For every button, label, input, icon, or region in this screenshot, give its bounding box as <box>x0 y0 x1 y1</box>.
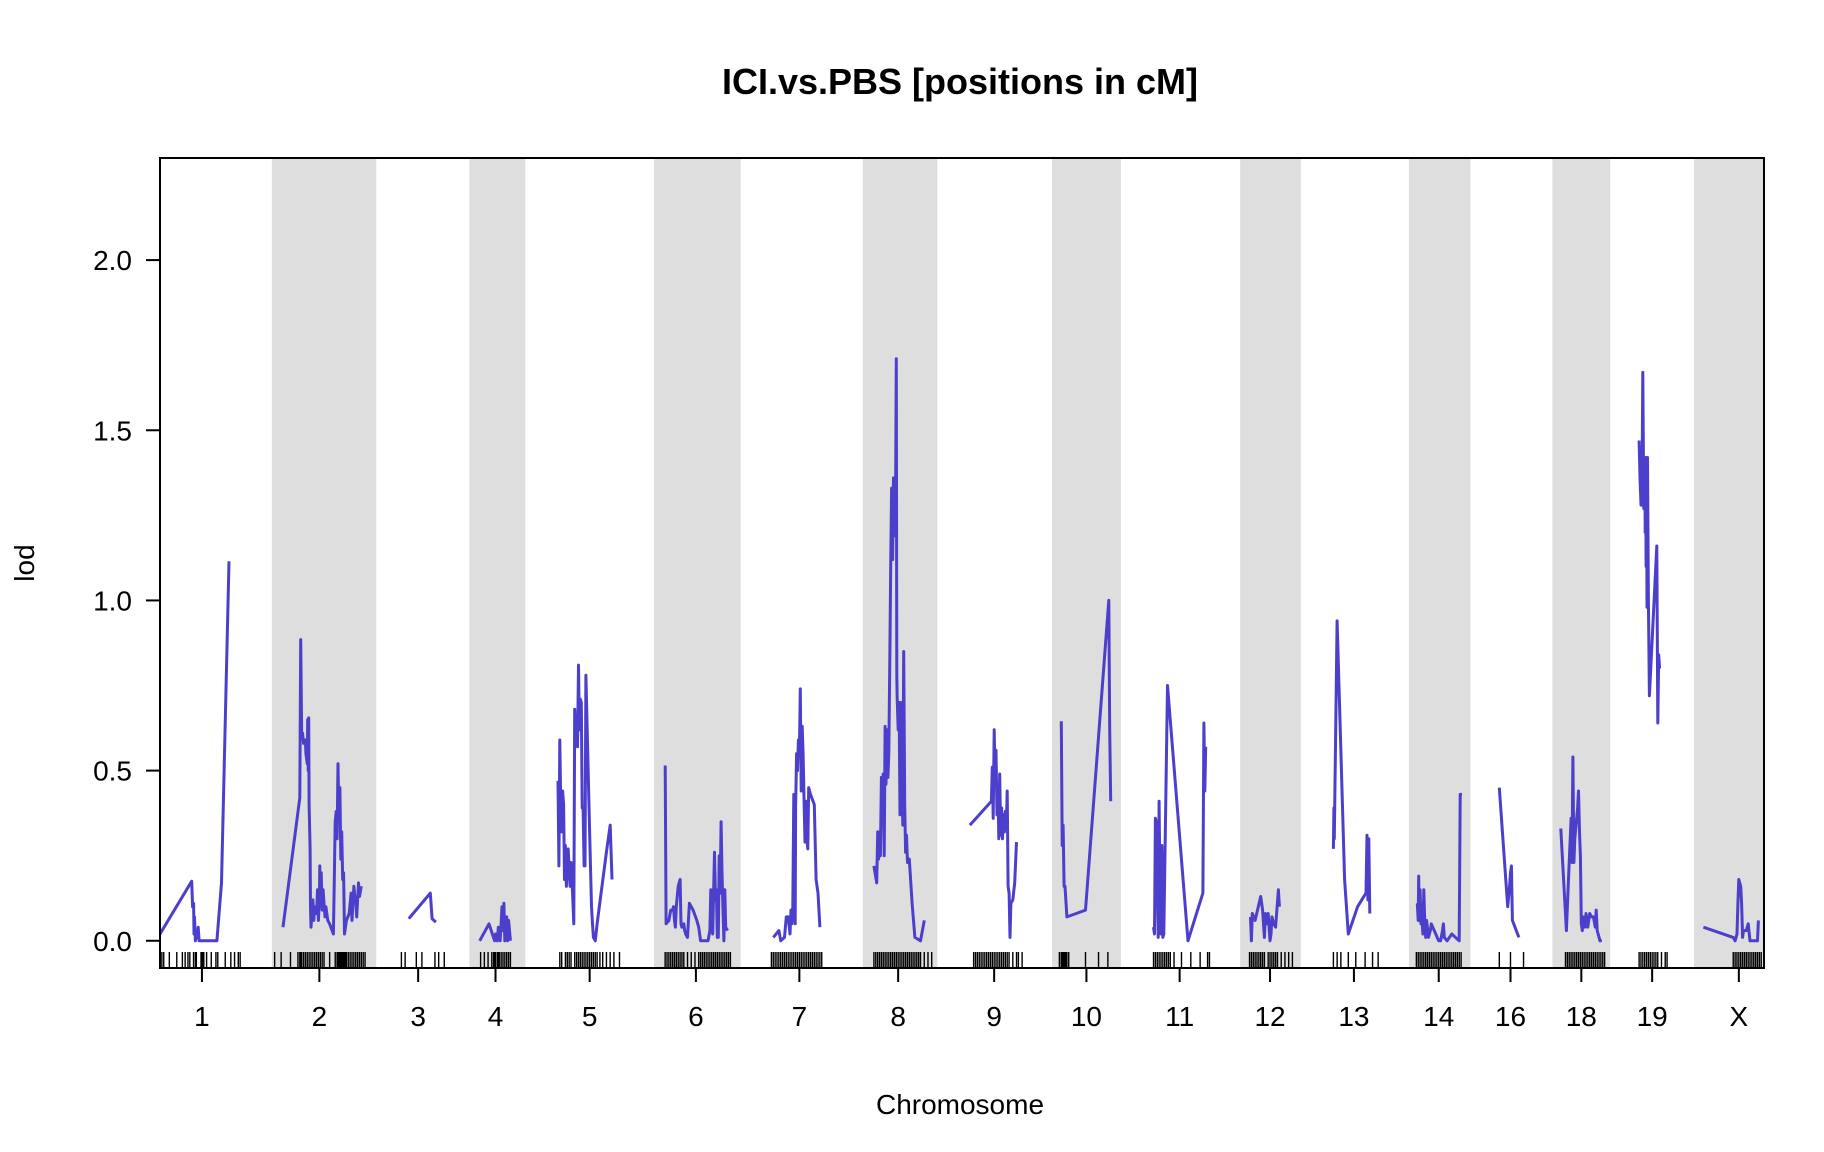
lod-series-chr-8 <box>872 357 926 943</box>
x-tick-label-13: 13 <box>1338 1001 1369 1032</box>
x-tick-label-9: 9 <box>986 1001 1002 1032</box>
x-tick-label-1: 1 <box>194 1001 210 1032</box>
x-tick-label-4: 4 <box>488 1001 504 1032</box>
lod-series-chr-14 <box>1415 792 1462 943</box>
x-tick-label-16: 16 <box>1495 1001 1526 1032</box>
x-tick-label-18: 18 <box>1566 1001 1597 1032</box>
lod-series-chr-4 <box>478 901 512 943</box>
x-tick-label-12: 12 <box>1254 1001 1285 1032</box>
lod-curves <box>158 357 1760 943</box>
y-tick-label: 1.0 <box>93 585 132 616</box>
lod-series-chr-X <box>1702 878 1760 943</box>
x-tick-label-14: 14 <box>1423 1001 1454 1032</box>
chromosome-band-6 <box>653 158 741 968</box>
lod-series-chr-16 <box>1497 787 1521 938</box>
y-tick-label: 1.5 <box>93 415 132 446</box>
lod-series-chr-3 <box>407 891 437 924</box>
y-axis: 0.0 0.5 1.0 1.5 2.0 <box>93 245 160 957</box>
lod-series-chr-5 <box>556 663 614 943</box>
x-tick-label-6: 6 <box>688 1001 704 1032</box>
y-tick-label: 2.0 <box>93 245 132 276</box>
lod-series-chr-19 <box>1637 370 1662 725</box>
x-tick-label-2: 2 <box>312 1001 328 1032</box>
lod-series-chr-2 <box>281 638 363 936</box>
lod-series-chr-9 <box>968 728 1018 939</box>
chart-title: ICI.vs.PBS [positions in cM] <box>722 61 1198 102</box>
lod-series-chr-13 <box>1331 619 1372 936</box>
lod-series-chr-10 <box>1059 598 1113 919</box>
x-tick-label-5: 5 <box>582 1001 598 1032</box>
lod-series-chr-11 <box>1152 684 1208 943</box>
y-tick-label: 0.5 <box>93 756 132 787</box>
x-tick-label-7: 7 <box>792 1001 808 1032</box>
chromosome-bands <box>271 158 1764 968</box>
y-axis-label: lod <box>9 544 40 581</box>
x-tick-label-11: 11 <box>1165 1001 1194 1032</box>
lod-series-chr-1 <box>158 561 231 943</box>
x-tick-label-X: X <box>1729 1001 1748 1032</box>
x-tick-label-8: 8 <box>890 1001 906 1032</box>
marker-rug <box>159 952 1762 968</box>
lod-series-chr-18 <box>1559 755 1602 943</box>
chromosome-band-4 <box>469 158 526 968</box>
lod-series-chr-7 <box>772 687 822 943</box>
x-axis-label: Chromosome <box>876 1089 1044 1120</box>
chromosome-band-8 <box>862 158 938 968</box>
y-tick-label: 0.0 <box>93 926 132 957</box>
chromosome-band-X <box>1694 158 1764 968</box>
x-tick-label-19: 19 <box>1637 1001 1668 1032</box>
x-tick-label-3: 3 <box>410 1001 426 1032</box>
x-tick-label-10: 10 <box>1071 1001 1102 1032</box>
chromosome-band-12 <box>1240 158 1301 968</box>
lod-series-chr-12 <box>1249 888 1281 943</box>
x-axis: 1 2 3 4 5 6 7 8 9 10 11 12 13 14 16 18 19 X <box>194 968 1748 1032</box>
plot-frame <box>159 157 1765 969</box>
chromosome-band-2 <box>271 158 377 968</box>
lod-series-chr-6 <box>663 765 729 943</box>
